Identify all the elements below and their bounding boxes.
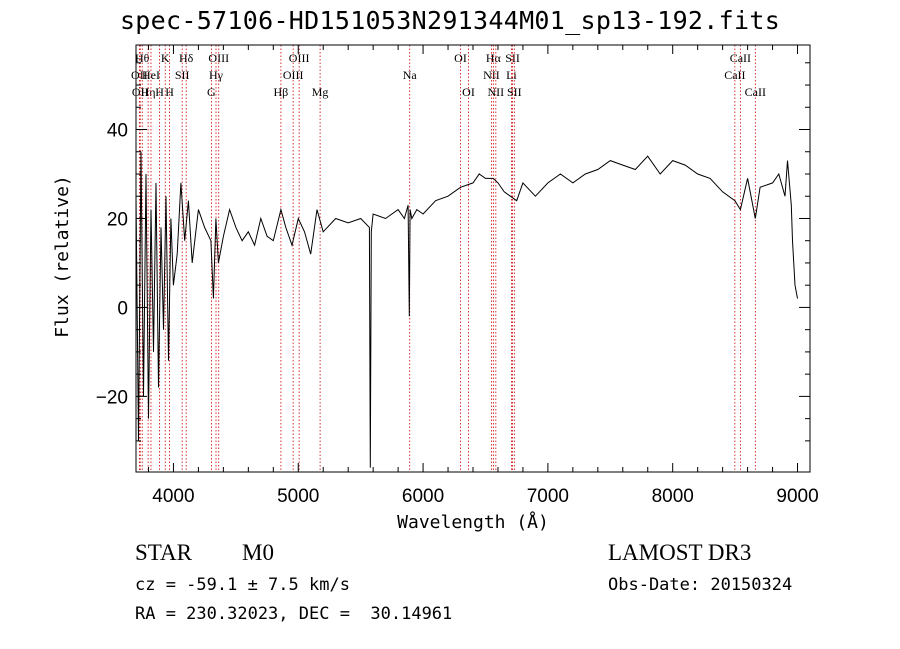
x-tick-label: 5000 — [277, 486, 319, 507]
y-tick-label: 0 — [117, 298, 128, 319]
line-label-6708: Li — [506, 68, 517, 82]
line-label-3820: HeI — [142, 68, 160, 82]
line-label-4341: Hγ — [209, 68, 224, 82]
y-tick-label: 40 — [107, 121, 128, 142]
y-tick-label: −20 — [96, 387, 128, 408]
axis-ticks: 4000 5000 6000 7000 8000 9000 −20 0 20 40 — [96, 45, 819, 507]
line-label-8498: CaII — [724, 68, 745, 82]
line-label-3797: Hη — [141, 85, 156, 99]
y-axis-label: Flux (relative) — [52, 175, 73, 338]
line-label-5893: Na — [403, 68, 418, 82]
line-label-4363: OIII — [208, 51, 229, 65]
line-label-3727: OII — [131, 68, 148, 82]
line-label-4861: Hβ — [274, 85, 289, 99]
line-label-6548: NII — [483, 68, 500, 82]
x-tick-label: 6000 — [402, 486, 444, 507]
plot-frame — [135, 44, 811, 473]
line-markers: OIIOIIHθHηHeIHKHSIIHδGHγOIIIHβOIIIOIIIMg… — [131, 45, 766, 472]
line-label-3969: H — [165, 85, 174, 99]
line-label-6364: OI — [462, 85, 475, 99]
line-label-3934: K — [161, 51, 170, 65]
line-label-3750: Hθ — [135, 51, 150, 65]
line-label-5175: Mg — [312, 85, 329, 99]
line-label-8542: CaII — [730, 51, 751, 65]
redshift-cz: cz = -59.1 ± 7.5 km/s — [135, 575, 350, 595]
object-class: STAR — [135, 540, 192, 565]
line-label-4304: G — [207, 85, 216, 99]
x-tick-label: 7000 — [527, 486, 569, 507]
line-label-4959: OIII — [283, 68, 304, 82]
line-label-8662: CaII — [745, 85, 766, 99]
line-label-4102: Hδ — [179, 51, 194, 65]
line-label-6563: Hα — [486, 51, 502, 65]
chart-title: spec-57106-HD151053N291344M01_sp13-192.f… — [119, 6, 781, 35]
line-label-6717: SII — [505, 51, 520, 65]
line-label-6300: OI — [454, 51, 467, 65]
line-label-5007: OIII — [289, 51, 310, 65]
x-tick-label: 8000 — [652, 486, 694, 507]
survey-release: LAMOST DR3 — [608, 540, 752, 565]
x-tick-label: 4000 — [152, 486, 194, 507]
observation-date: Obs-Date: 20150324 — [608, 575, 793, 595]
x-axis-label: Wavelength (Å) — [397, 511, 549, 533]
line-label-6731: SII — [507, 85, 522, 99]
ra-dec: RA = 230.32023, DEC = 30.14961 — [135, 604, 453, 624]
line-label-3889: H — [155, 85, 164, 99]
object-subclass: M0 — [242, 540, 274, 565]
spectrum-series-line — [135, 151, 798, 468]
x-tick-label: 9000 — [776, 486, 818, 507]
line-label-4070: SII — [175, 68, 190, 82]
line-label-6583: NII — [488, 85, 505, 99]
y-tick-label: 20 — [107, 209, 128, 230]
